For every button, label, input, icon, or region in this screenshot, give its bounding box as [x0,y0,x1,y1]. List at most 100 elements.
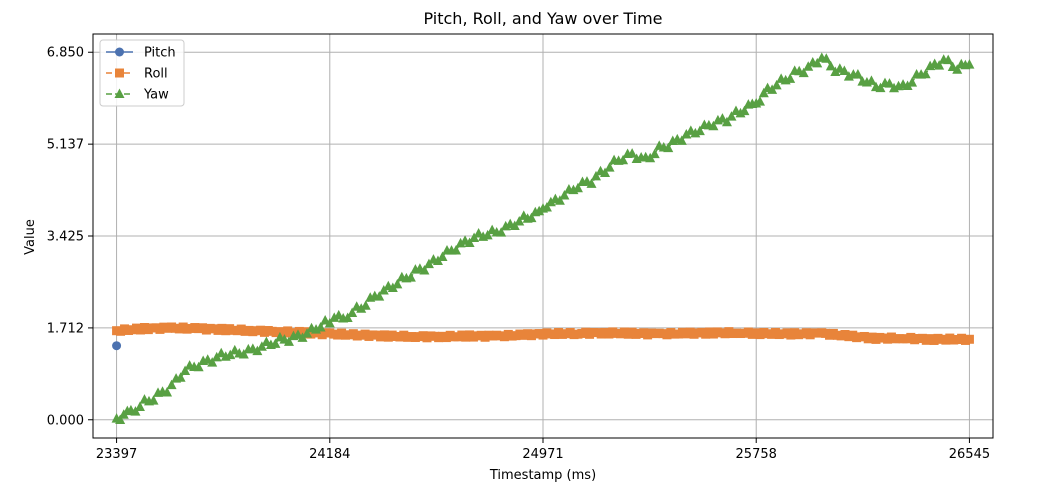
yaw-point [726,111,737,121]
yaw-series [111,52,975,425]
yaw-point [216,347,227,358]
axis-ticks: 23397 24184 24971 25758 26545 0.000 1.712 3.425… [47,46,990,462]
x-tick-label: 25758 [736,447,777,462]
yaw-point [902,80,913,90]
legend: Pitch Roll Yaw [99,39,185,107]
yaw-point [681,129,692,139]
yaw-point [649,148,660,159]
yaw-point [193,361,204,372]
yaw-point [256,341,267,351]
yaw-point [180,365,191,375]
yaw-point [148,395,159,405]
roll-point [964,334,974,344]
yaw-point [934,60,945,70]
y-tick-label: 3.425 [47,230,84,245]
yaw-point [473,228,484,238]
y-tick-label: 1.712 [47,321,84,336]
yaw-point [419,264,430,275]
yaw-point [455,237,466,248]
yaw-point [207,357,218,367]
x-tick-label: 24184 [309,447,350,462]
yaw-point [134,401,145,411]
yaw-point [526,212,537,223]
yaw-point [392,278,403,289]
yaw-point [920,68,931,79]
yaw-point [812,57,823,68]
legend-roll-label: Roll [144,67,168,82]
yaw-point [952,64,963,74]
yaw-point [514,216,525,226]
yaw-point [329,312,340,322]
yaw-point [866,75,877,85]
roll-series [112,322,974,345]
yaw-point [270,338,281,348]
yaw-point [464,237,475,248]
yaw-point [162,386,173,397]
yaw-point [884,78,895,88]
yaw-point [721,116,732,127]
yaw-point [559,189,570,200]
yaw-point [166,379,177,390]
yaw-point [830,66,841,77]
yaw-point [771,79,782,90]
yaw-point [694,125,705,136]
yaw-point [534,205,545,216]
yaw-point [676,135,687,145]
y-tick-label: 0.000 [47,413,84,428]
yaw-point [758,87,769,98]
yaw-point [852,69,863,79]
legend-box [99,39,185,107]
yaw-point [437,251,448,261]
yaw-point [302,328,313,338]
yaw-point [347,307,358,318]
yaw-point [387,282,398,293]
yaw-point [324,317,335,328]
yaw-point [283,336,294,346]
yaw-point [798,67,809,78]
grid-lines [93,34,993,438]
yaw-point [360,300,371,310]
x-tick-label: 26545 [949,447,990,462]
legend-pitch-marker [115,47,124,57]
yaw-point [482,229,493,240]
yaw-point [663,142,674,153]
yaw-point [356,303,367,313]
yaw-point [825,60,836,71]
legend-pitch-label: Pitch [144,46,176,61]
x-tick-label: 24971 [522,447,563,462]
pitch-point [112,341,122,351]
yaw-point [342,312,353,322]
yaw-point [964,59,975,69]
x-axis-label: Timestamp (ms) [489,468,596,483]
yaw-point [627,148,638,158]
y-axis-label: Value [23,219,38,255]
series-layer [111,52,975,425]
y-tick-label: 5.137 [47,138,84,153]
legend-yaw-marker [114,88,125,98]
yaw-point [875,82,886,93]
yaw-point [572,182,583,193]
yaw-point [618,154,629,165]
yaw-point [238,349,249,359]
yaw-point [225,349,236,360]
yaw-point [600,167,611,178]
yaw-point [604,162,615,172]
yaw-point [175,372,186,382]
legend-yaw-label: Yaw [143,88,169,103]
yaw-point [717,113,728,123]
yaw-point [496,227,507,237]
yaw-point [115,414,126,425]
yaw-point [405,272,416,282]
yaw-point [586,178,597,188]
chart-title: Pitch, Roll, and Yaw over Time [423,9,662,28]
yaw-point [315,321,326,332]
pitch-series [112,341,122,351]
yaw-point [907,77,918,87]
yaw-point [755,96,766,106]
yaw-point [541,202,552,212]
yaw-point [708,120,719,131]
yaw-point [591,170,602,181]
yaw-point [545,196,556,207]
yaw-point [821,53,832,63]
